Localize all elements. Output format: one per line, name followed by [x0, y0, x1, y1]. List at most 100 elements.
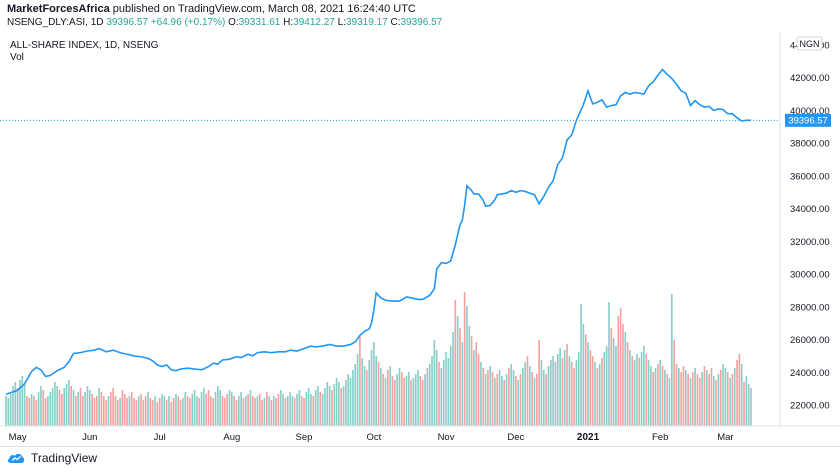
volume-bar	[226, 394, 228, 426]
volume-bar	[272, 396, 275, 426]
volume-bar	[30, 394, 33, 426]
volume-bar	[182, 398, 184, 426]
volume-bar	[217, 386, 219, 426]
volume-bar	[91, 394, 93, 426]
volume-bar	[366, 370, 368, 426]
volume-bar	[582, 324, 585, 426]
volume-bar	[382, 374, 384, 426]
volume-bar	[400, 372, 403, 426]
volume-bar	[519, 374, 522, 426]
volume-bar	[556, 354, 559, 426]
volume-bar	[584, 334, 587, 426]
volume-bar	[691, 372, 694, 426]
volume-bar	[678, 368, 680, 426]
volume-bar	[645, 354, 648, 426]
time-tick-label: Sep	[296, 432, 313, 443]
volume-bar	[235, 400, 238, 426]
volume-bar	[377, 362, 380, 426]
volume-bar	[626, 342, 629, 426]
volume-bar	[65, 384, 68, 426]
volume-bar	[682, 366, 685, 426]
volume-bar	[577, 352, 580, 426]
volume-bar	[657, 364, 659, 426]
volume-bar	[135, 400, 138, 426]
price-tick-label: 26000.00	[790, 335, 830, 346]
volume-bar	[142, 400, 145, 426]
volume-bar	[49, 392, 52, 426]
volume-bar	[256, 396, 259, 426]
time-axis[interactable]: May Jun Jul Aug Sep Oct Nov Dec 2021 Feb Mar	[9, 432, 734, 443]
time-tick-label: Feb	[652, 432, 668, 443]
volume-bar	[591, 356, 594, 426]
volume-bar	[587, 342, 589, 426]
time-tick-label: Dec	[507, 432, 524, 443]
volume-bar	[28, 398, 31, 426]
volume-bar	[480, 362, 482, 426]
volume-bar	[538, 340, 540, 426]
volume-bar	[119, 398, 121, 426]
volume-bar	[214, 392, 217, 426]
volume-bar	[496, 374, 499, 426]
volume-bar	[258, 394, 261, 426]
volume-bar	[517, 380, 519, 426]
price-tick-label: 30000.00	[790, 270, 830, 281]
volume-bar	[328, 386, 331, 426]
price-axis[interactable]: 44000.0042000.0040000.0038000.0036000.00…	[790, 41, 830, 412]
volume-bar	[193, 390, 196, 426]
volume-bar	[35, 400, 38, 426]
volume-bar	[112, 388, 114, 426]
volume-bar	[459, 328, 461, 426]
price-tick-label: 38000.00	[790, 139, 830, 150]
volume-bar	[552, 356, 554, 426]
volume-bar	[605, 346, 608, 426]
volume-bar	[221, 396, 224, 426]
volume-bar	[340, 388, 343, 426]
volume-bar	[491, 372, 494, 426]
volume-bar	[380, 368, 382, 426]
volume-bar	[608, 302, 610, 426]
volume-bar	[603, 352, 606, 426]
volume-bar	[733, 368, 736, 426]
volume-bar	[265, 392, 268, 426]
tradingview-brand: TradingView	[31, 451, 98, 465]
price-tick-label: 40000.00	[790, 106, 830, 117]
volume-bar	[477, 354, 480, 426]
volume-bar	[200, 392, 203, 426]
volume-bar	[40, 386, 42, 426]
close-label: C:	[390, 17, 401, 28]
volume-bar	[473, 350, 475, 426]
volume-bar	[708, 374, 710, 426]
volume-bar	[224, 398, 226, 426]
volume-bar	[89, 390, 91, 426]
price-chart[interactable]: 44000.0042000.0040000.0038000.0036000.00…	[0, 0, 840, 447]
volume-bar	[652, 372, 655, 426]
volume-bar	[154, 396, 156, 426]
volume-bar	[279, 390, 282, 426]
price-tick-label: 42000.00	[790, 73, 830, 84]
volume-bar	[747, 384, 750, 426]
volume-bar	[573, 368, 575, 426]
volume-bar	[566, 344, 568, 426]
volume-bar	[244, 396, 247, 426]
volume-bar	[484, 374, 487, 426]
volume-bar	[452, 332, 454, 426]
volume-bar	[559, 348, 561, 426]
volume-bar	[172, 398, 175, 426]
last-price-value: 39396.57	[106, 17, 149, 28]
volume-bar	[705, 370, 708, 426]
volume-bar	[712, 376, 715, 426]
volume-bar	[498, 370, 501, 426]
volume-bar	[296, 394, 298, 426]
volume-bar	[56, 386, 59, 426]
volume-bar	[719, 370, 722, 426]
volume-bar	[580, 304, 582, 426]
volume-bar	[396, 374, 398, 426]
volume-bar	[738, 354, 741, 426]
volume-bar	[750, 388, 752, 426]
volume-bar	[524, 362, 526, 426]
volume-bar	[428, 364, 431, 426]
volume-bar	[356, 354, 359, 426]
price-tick-label: 34000.00	[790, 204, 830, 215]
price-tick-label: 24000.00	[790, 368, 830, 379]
volume-bar	[636, 354, 638, 426]
